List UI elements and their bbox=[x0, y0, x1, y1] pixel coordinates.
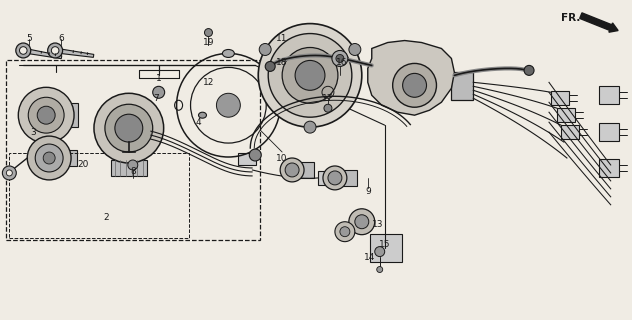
Bar bbox=[318, 171, 330, 185]
Ellipse shape bbox=[222, 50, 234, 58]
Circle shape bbox=[3, 166, 16, 180]
Bar bbox=[551, 91, 569, 105]
Circle shape bbox=[20, 47, 27, 54]
Text: 11: 11 bbox=[276, 34, 288, 43]
Circle shape bbox=[332, 51, 348, 67]
Circle shape bbox=[115, 114, 143, 142]
Circle shape bbox=[258, 24, 362, 127]
Circle shape bbox=[153, 86, 165, 98]
Circle shape bbox=[323, 166, 347, 190]
Circle shape bbox=[392, 63, 437, 107]
Text: FR.: FR. bbox=[561, 13, 580, 23]
Circle shape bbox=[336, 54, 344, 62]
Text: 4: 4 bbox=[196, 118, 202, 127]
Polygon shape bbox=[368, 41, 454, 115]
Circle shape bbox=[328, 171, 342, 185]
Circle shape bbox=[47, 43, 63, 58]
Text: 17: 17 bbox=[322, 94, 334, 103]
Text: 10: 10 bbox=[276, 154, 288, 163]
Circle shape bbox=[335, 222, 355, 242]
Circle shape bbox=[16, 43, 31, 58]
Bar bbox=[370, 234, 401, 261]
Text: 16: 16 bbox=[336, 58, 348, 67]
Circle shape bbox=[6, 170, 12, 176]
Circle shape bbox=[403, 73, 427, 97]
Circle shape bbox=[35, 144, 63, 172]
Circle shape bbox=[259, 44, 271, 55]
Circle shape bbox=[43, 152, 55, 164]
Bar bbox=[238, 153, 256, 165]
Text: 8: 8 bbox=[130, 167, 136, 176]
Circle shape bbox=[128, 160, 138, 170]
Polygon shape bbox=[62, 49, 94, 57]
Text: 9: 9 bbox=[365, 188, 370, 196]
Circle shape bbox=[27, 136, 71, 180]
Ellipse shape bbox=[198, 112, 207, 118]
Circle shape bbox=[37, 106, 55, 124]
Text: 2: 2 bbox=[103, 213, 109, 222]
Circle shape bbox=[18, 87, 74, 143]
Text: 13: 13 bbox=[372, 220, 384, 229]
Circle shape bbox=[268, 34, 352, 117]
Polygon shape bbox=[30, 50, 62, 59]
Circle shape bbox=[216, 93, 240, 117]
Text: 14: 14 bbox=[364, 253, 375, 262]
Text: 7: 7 bbox=[153, 94, 159, 103]
Text: 20: 20 bbox=[77, 160, 88, 170]
Circle shape bbox=[524, 65, 534, 76]
Bar bbox=[46, 103, 78, 127]
Circle shape bbox=[349, 44, 361, 55]
Circle shape bbox=[105, 104, 153, 152]
Circle shape bbox=[28, 97, 64, 133]
Bar bbox=[111, 160, 147, 176]
Circle shape bbox=[324, 104, 332, 112]
Bar bbox=[599, 86, 619, 104]
Text: 5: 5 bbox=[27, 34, 32, 43]
Text: 3: 3 bbox=[30, 128, 36, 137]
Text: 18: 18 bbox=[276, 58, 288, 67]
Text: 19: 19 bbox=[203, 38, 214, 47]
Text: 12: 12 bbox=[203, 78, 214, 87]
Circle shape bbox=[265, 61, 275, 71]
Circle shape bbox=[375, 247, 385, 257]
Bar bbox=[49, 150, 77, 166]
Circle shape bbox=[349, 209, 375, 235]
Bar bbox=[561, 125, 579, 139]
Circle shape bbox=[340, 227, 350, 237]
Bar bbox=[599, 123, 619, 141]
Circle shape bbox=[295, 60, 325, 90]
Circle shape bbox=[249, 149, 261, 161]
FancyArrow shape bbox=[580, 13, 618, 32]
Bar bbox=[451, 72, 473, 100]
Circle shape bbox=[285, 163, 299, 177]
Bar bbox=[335, 170, 357, 186]
Circle shape bbox=[205, 28, 212, 36]
Circle shape bbox=[94, 93, 164, 163]
Circle shape bbox=[355, 215, 368, 229]
Circle shape bbox=[280, 158, 304, 182]
Circle shape bbox=[377, 267, 383, 273]
Bar bbox=[599, 159, 619, 177]
Text: 15: 15 bbox=[379, 240, 391, 249]
Text: 6: 6 bbox=[58, 34, 64, 43]
Circle shape bbox=[282, 47, 338, 103]
Circle shape bbox=[51, 47, 59, 54]
Circle shape bbox=[304, 121, 316, 133]
Bar bbox=[557, 108, 575, 122]
Bar bbox=[292, 162, 314, 178]
Text: 1: 1 bbox=[156, 74, 162, 83]
